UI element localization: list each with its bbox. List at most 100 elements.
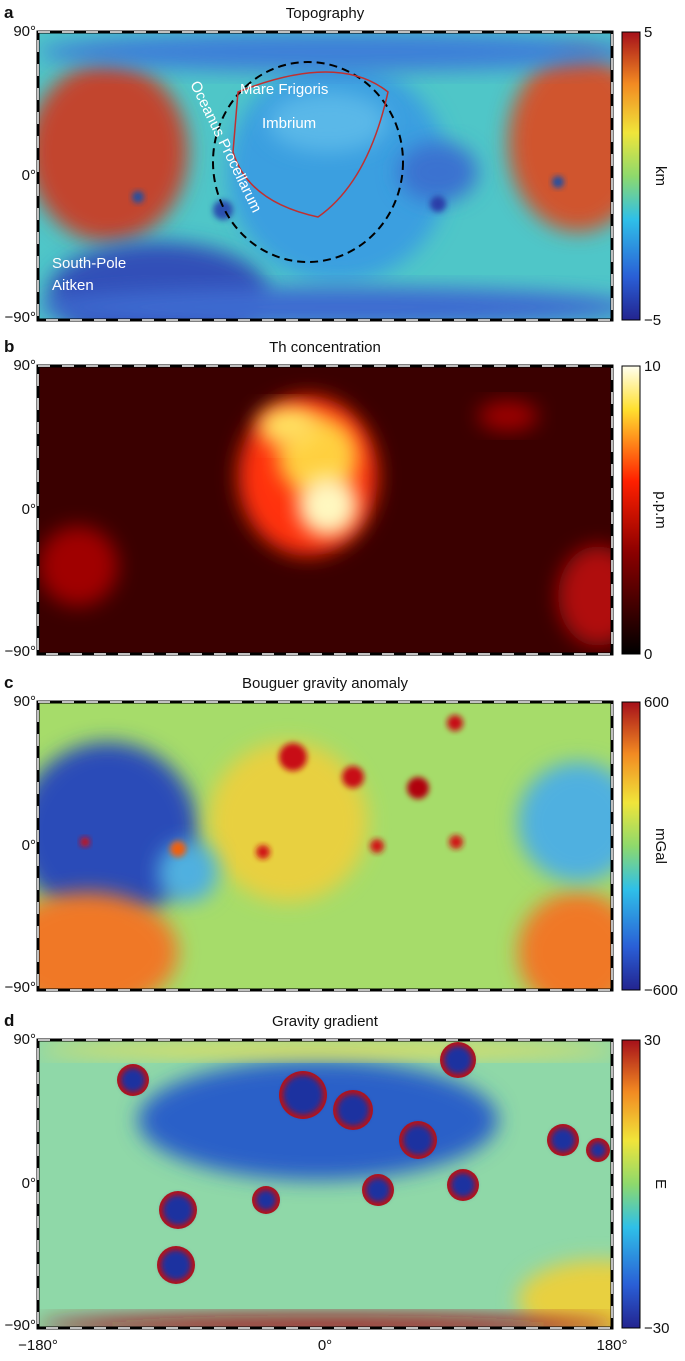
map-region bbox=[38, 62, 188, 242]
panel-title: Topography bbox=[286, 5, 365, 22]
map-region bbox=[208, 742, 368, 902]
crater bbox=[170, 841, 186, 857]
y-tick-label: 90° bbox=[13, 357, 36, 374]
crater bbox=[121, 1068, 145, 1092]
map-region bbox=[158, 842, 218, 902]
colorbar-tick-label: 600 bbox=[644, 694, 669, 711]
colorbar-label: p.p.m bbox=[652, 491, 669, 529]
crater bbox=[551, 1128, 575, 1152]
y-tick-label: 0° bbox=[22, 837, 36, 854]
map-region bbox=[38, 1042, 612, 1058]
map-frame bbox=[36, 1038, 614, 1330]
annotation: Imbrium bbox=[262, 115, 316, 132]
panel-title: Th concentration bbox=[269, 339, 381, 356]
colorbar-tick-label: −5 bbox=[644, 312, 661, 329]
crater bbox=[366, 1178, 390, 1202]
crater bbox=[132, 191, 144, 203]
map-region bbox=[38, 526, 118, 606]
x-tick-label: 180° bbox=[596, 1337, 627, 1354]
crater bbox=[163, 1195, 193, 1225]
map-region bbox=[38, 1315, 612, 1328]
crater bbox=[337, 1094, 369, 1126]
crater bbox=[256, 845, 270, 859]
map-region bbox=[518, 1260, 612, 1328]
map-region bbox=[478, 401, 538, 431]
crater bbox=[370, 839, 384, 853]
y-tick-label: 0° bbox=[22, 167, 36, 184]
colorbar-tick-label: 5 bbox=[644, 24, 652, 41]
colorbar-tick-label: −600 bbox=[644, 982, 678, 999]
panel: a Topography 90° 0° −90° 5 −5 km Mare Frigoris Im… bbox=[4, 3, 669, 329]
colorbar-label: km bbox=[652, 166, 669, 186]
map-region bbox=[38, 32, 612, 72]
y-tick-label: −90° bbox=[5, 1317, 36, 1334]
crater bbox=[407, 777, 429, 799]
map bbox=[38, 1040, 612, 1328]
colorbar-tick-label: 0 bbox=[644, 646, 652, 663]
crater bbox=[449, 835, 463, 849]
outline bbox=[232, 71, 389, 218]
crater bbox=[80, 837, 90, 847]
y-tick-label: −90° bbox=[5, 309, 36, 326]
map-frame bbox=[36, 364, 614, 656]
crater bbox=[161, 1250, 191, 1280]
map-region bbox=[298, 476, 358, 536]
colorbar bbox=[621, 1039, 641, 1329]
map-frame bbox=[36, 30, 614, 322]
colorbar-label: mGal bbox=[652, 828, 669, 864]
y-tick-label: −90° bbox=[5, 643, 36, 660]
map bbox=[38, 32, 612, 320]
crater bbox=[213, 200, 233, 220]
y-tick-label: 0° bbox=[22, 1175, 36, 1192]
crater bbox=[403, 1125, 433, 1155]
panel-letter: d bbox=[4, 1011, 14, 1030]
map-region bbox=[38, 892, 178, 990]
colorbar bbox=[621, 31, 641, 321]
panel-title: Gravity gradient bbox=[272, 1013, 379, 1030]
panel-letter: b bbox=[4, 337, 14, 356]
map bbox=[38, 366, 612, 654]
panel: b Th concentration 90° 0° −90° 10 0 p.p.m bbox=[4, 337, 669, 663]
colorbar bbox=[621, 365, 641, 655]
y-tick-label: 90° bbox=[13, 693, 36, 710]
annotation: Mare Frigoris bbox=[240, 81, 328, 98]
map-region bbox=[398, 142, 478, 202]
colorbar-tick-label: 10 bbox=[644, 358, 661, 375]
x-tick-label: 0° bbox=[318, 1337, 332, 1354]
x-tick-label: −180° bbox=[18, 1337, 58, 1354]
crater bbox=[590, 1142, 606, 1158]
y-tick-label: 90° bbox=[13, 23, 36, 40]
panel: d Gravity gradient 90° 0° −90° 30 −30 E bbox=[4, 1011, 669, 1337]
panel-letter: a bbox=[4, 3, 14, 22]
map-region bbox=[518, 892, 612, 990]
panel: c Bouguer gravity anomaly 90° 0° −90° 600 −600… bbox=[4, 673, 678, 999]
crater bbox=[451, 1173, 475, 1197]
crater bbox=[256, 1190, 276, 1210]
crater bbox=[283, 1075, 323, 1115]
crater bbox=[430, 196, 446, 212]
map-region bbox=[258, 406, 318, 446]
crater bbox=[447, 715, 463, 731]
colorbar bbox=[621, 701, 641, 991]
crater bbox=[279, 743, 307, 771]
annotation: Aitken bbox=[52, 277, 94, 294]
map-region bbox=[38, 742, 198, 922]
crater bbox=[444, 1046, 472, 1074]
panel-letter: c bbox=[4, 673, 13, 692]
outline bbox=[212, 61, 404, 263]
map bbox=[38, 702, 612, 990]
y-tick-label: −90° bbox=[5, 979, 36, 996]
map-region bbox=[508, 52, 612, 232]
map-region bbox=[518, 762, 612, 882]
map-frame bbox=[36, 700, 614, 992]
panel-title: Bouguer gravity anomaly bbox=[242, 675, 408, 692]
map-region bbox=[268, 92, 388, 152]
annotation: South-Pole bbox=[52, 255, 126, 272]
map-region bbox=[558, 546, 612, 646]
crater bbox=[342, 766, 364, 788]
y-tick-label: 90° bbox=[13, 1031, 36, 1048]
map-region bbox=[38, 287, 612, 320]
colorbar-tick-label: −30 bbox=[644, 1320, 669, 1337]
colorbar-label: E bbox=[652, 1179, 669, 1189]
